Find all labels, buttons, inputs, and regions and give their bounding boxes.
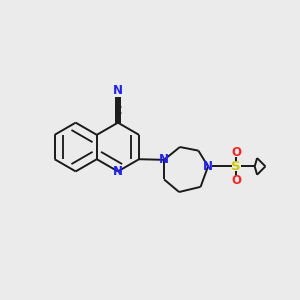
Text: S: S: [232, 160, 241, 173]
Text: O: O: [231, 146, 241, 159]
Text: O: O: [231, 174, 241, 187]
Text: N: N: [113, 84, 123, 98]
Text: N: N: [159, 153, 169, 166]
Text: C: C: [114, 106, 122, 116]
Text: N: N: [113, 165, 123, 178]
Text: N: N: [203, 160, 213, 173]
